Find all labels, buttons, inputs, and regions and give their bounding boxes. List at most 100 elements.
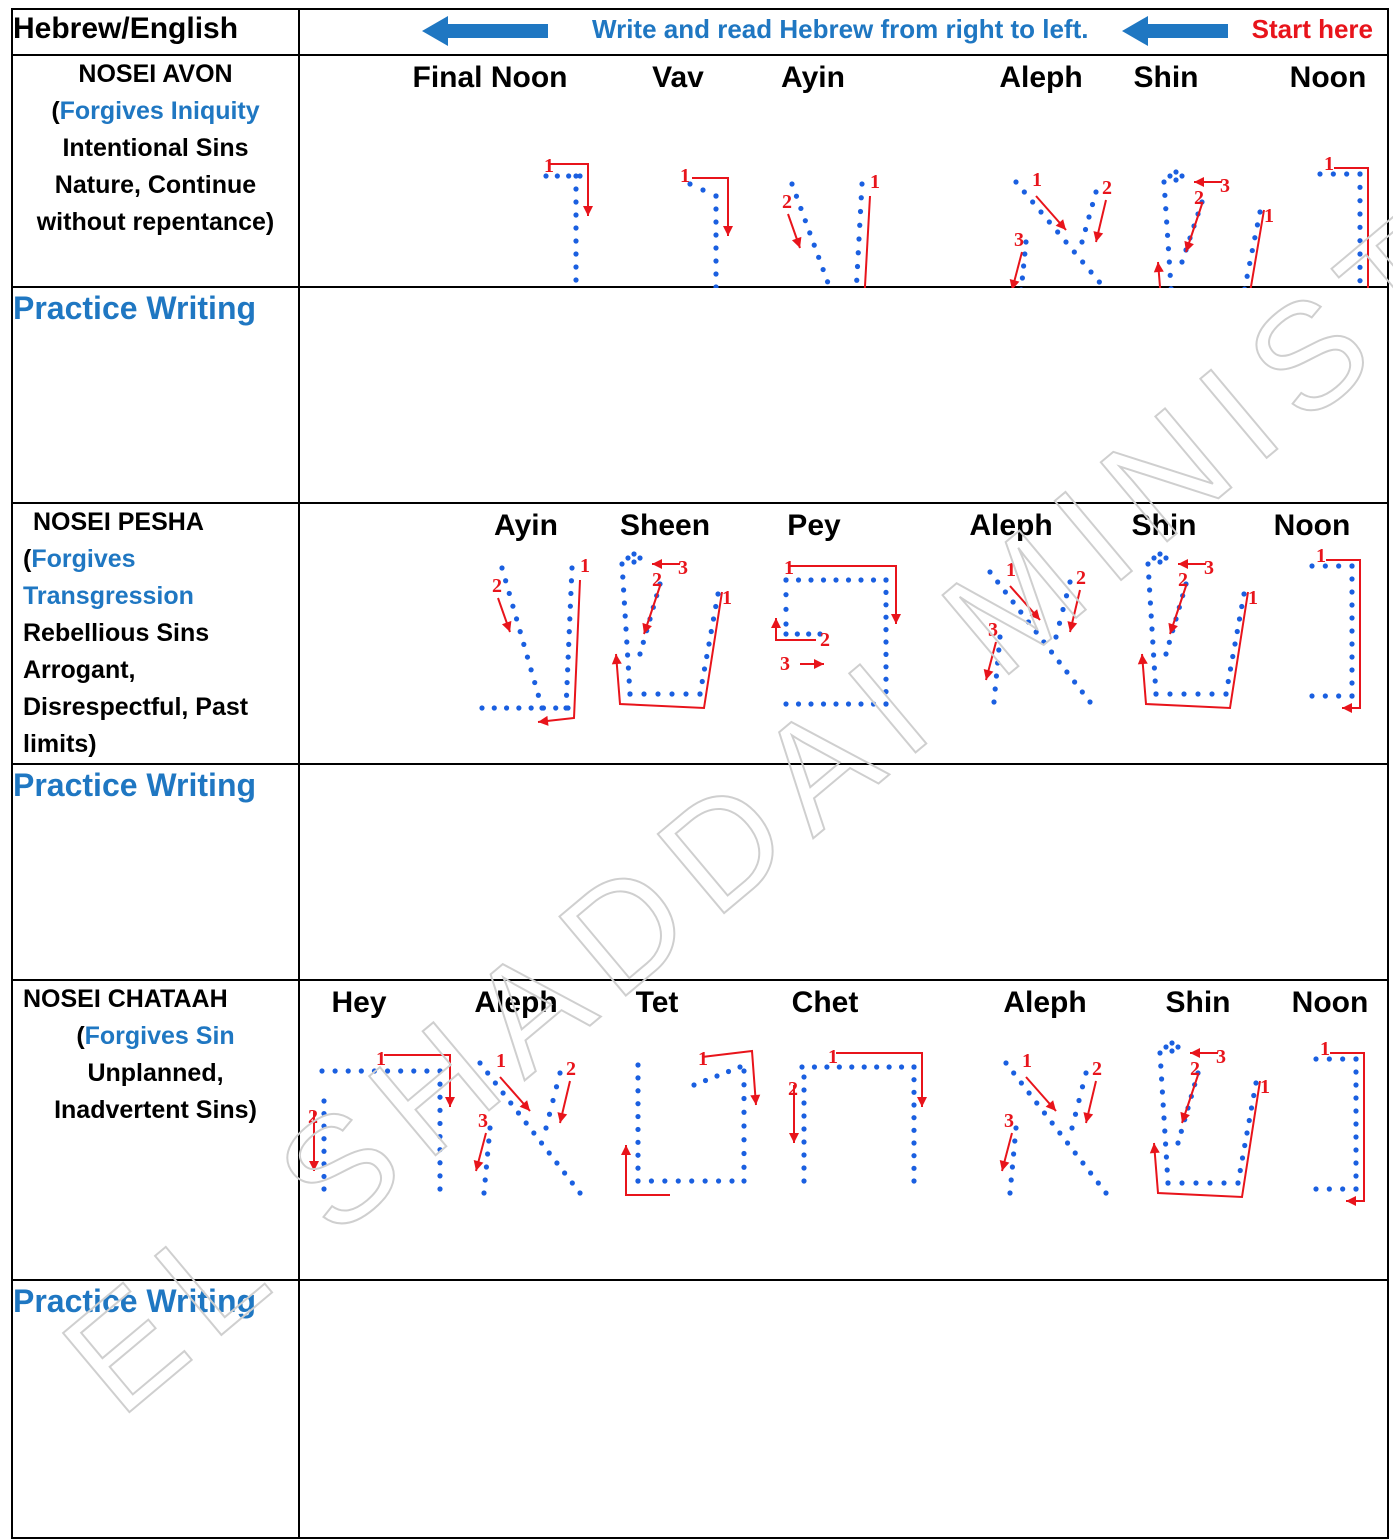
guide-dot: [1079, 1084, 1086, 1090]
guide-dot: [886, 1064, 892, 1070]
arrowhead-icon: [473, 1160, 484, 1171]
guide-dot: [437, 1094, 443, 1100]
guide-dot: [635, 1101, 641, 1107]
stroke-number: 2: [1076, 567, 1086, 589]
guide-dot: [563, 692, 570, 698]
guide-dot: [883, 577, 889, 583]
guide-dot: [1173, 177, 1179, 183]
guide-dot: [1162, 1128, 1168, 1134]
guide-dot: [911, 1178, 917, 1184]
guide-dot: [500, 1090, 506, 1096]
guide-dot: [708, 628, 714, 635]
guide-dot: [833, 577, 839, 583]
guide-dot: [487, 1125, 493, 1131]
practice-area[interactable]: [298, 286, 1389, 504]
practice-area[interactable]: [298, 1279, 1389, 1539]
practice-area[interactable]: [298, 763, 1389, 981]
guide-dot: [713, 232, 719, 238]
guide-dot: [1002, 589, 1008, 595]
guide-dot: [620, 574, 626, 580]
header-right-cell: Write and read Hebrew from right to left…: [298, 8, 1389, 56]
guide-dot: [513, 616, 520, 622]
guide-dot: [883, 664, 889, 670]
letters-cell-avon: Final Noon Vav Ayin Aleph Shin Noon 1 1 1 2…: [298, 54, 1389, 288]
word-row-pesha: NOSEI PESHA (Forgives Transgression Rebe…: [11, 502, 1389, 765]
guide-dot: [319, 1068, 325, 1074]
arrowhead-icon: [1083, 1112, 1094, 1123]
guide-dot: [702, 1178, 708, 1184]
practice-row: Practice Writing: [11, 286, 1389, 504]
guide-dot: [783, 621, 789, 627]
guide-dot: [565, 654, 571, 660]
guide-dot: [801, 1152, 807, 1158]
guide-dot: [332, 1068, 338, 1074]
guide-dot: [783, 701, 789, 707]
guide-dot: [1072, 1150, 1078, 1156]
guide-dot: [1167, 691, 1173, 697]
guide-dot: [856, 236, 862, 242]
guide-dot: [539, 705, 545, 711]
guide-dot: [1166, 639, 1172, 645]
word-meaning: (Forgives Iniquity: [51, 97, 260, 125]
guide-dot: [993, 673, 1000, 679]
guide-dot: [635, 1139, 641, 1145]
stroke-number: 1: [870, 171, 880, 193]
stroke-number: 2: [566, 1058, 576, 1080]
arrowhead-icon: [1137, 654, 1148, 665]
guide-dot: [713, 206, 719, 212]
guide-dot: [1179, 259, 1185, 265]
guide-dot: [820, 701, 827, 707]
arrowhead-icon: [1055, 219, 1066, 230]
guide-dot: [485, 1151, 491, 1157]
guide-dot: [1357, 224, 1363, 230]
guide-dot: [631, 559, 637, 565]
guide-dot: [1235, 1180, 1241, 1186]
guide-dot: [1161, 179, 1167, 185]
guide-dot: [1049, 1120, 1055, 1126]
guide-dot: [1253, 1080, 1259, 1086]
guide-dot: [515, 1110, 522, 1116]
arrowhead-icon: [1178, 559, 1188, 569]
guide-dot: [783, 631, 789, 637]
guide-dot: [1169, 1040, 1175, 1046]
guide-dot: [1236, 616, 1243, 622]
stroke-number: 2: [820, 629, 830, 651]
guide-dot: [553, 1084, 560, 1090]
arrowhead-icon: [642, 622, 652, 634]
stroke-order-arrow: [775, 618, 816, 641]
guide-dot: [849, 1064, 855, 1070]
stroke-number: 3: [1014, 229, 1024, 251]
guide-dot: [437, 1147, 443, 1153]
arrowhead-icon: [501, 620, 512, 632]
practice-label: Practice Writing: [11, 763, 300, 981]
word-title: NOSEI PESHA: [33, 508, 204, 536]
guide-dot: [641, 691, 647, 697]
guide-dot: [1165, 1180, 1171, 1186]
guide-dot: [1164, 1167, 1170, 1173]
guide-dot: [1079, 689, 1085, 695]
stroke-number: 1: [698, 1048, 708, 1070]
guide-dot: [623, 626, 629, 632]
guide-dot: [1082, 226, 1089, 233]
guide-dot: [437, 1173, 443, 1179]
guide-dot: [1309, 563, 1315, 569]
guide-dot: [1244, 1130, 1250, 1136]
guide-dot: [577, 173, 583, 179]
stroke-number: 1: [784, 557, 794, 579]
guide-dot: [1349, 641, 1355, 647]
guide-dot: [801, 1178, 807, 1184]
guide-dot: [486, 1138, 492, 1144]
guide-dot: [1167, 173, 1173, 179]
guide-dot: [1163, 206, 1169, 212]
guide-dot: [1007, 1190, 1013, 1196]
stroke-number: 2: [652, 569, 662, 591]
arrowhead-icon: [1149, 1143, 1160, 1154]
letter-name: Chet: [791, 986, 859, 1019]
guide-dot: [1349, 667, 1355, 673]
guide-dot: [691, 1082, 697, 1088]
guide-dot: [1353, 1121, 1359, 1127]
guide-dot: [996, 647, 1002, 653]
arrowhead-icon: [1180, 1111, 1190, 1123]
guide-dot: [911, 1102, 917, 1108]
